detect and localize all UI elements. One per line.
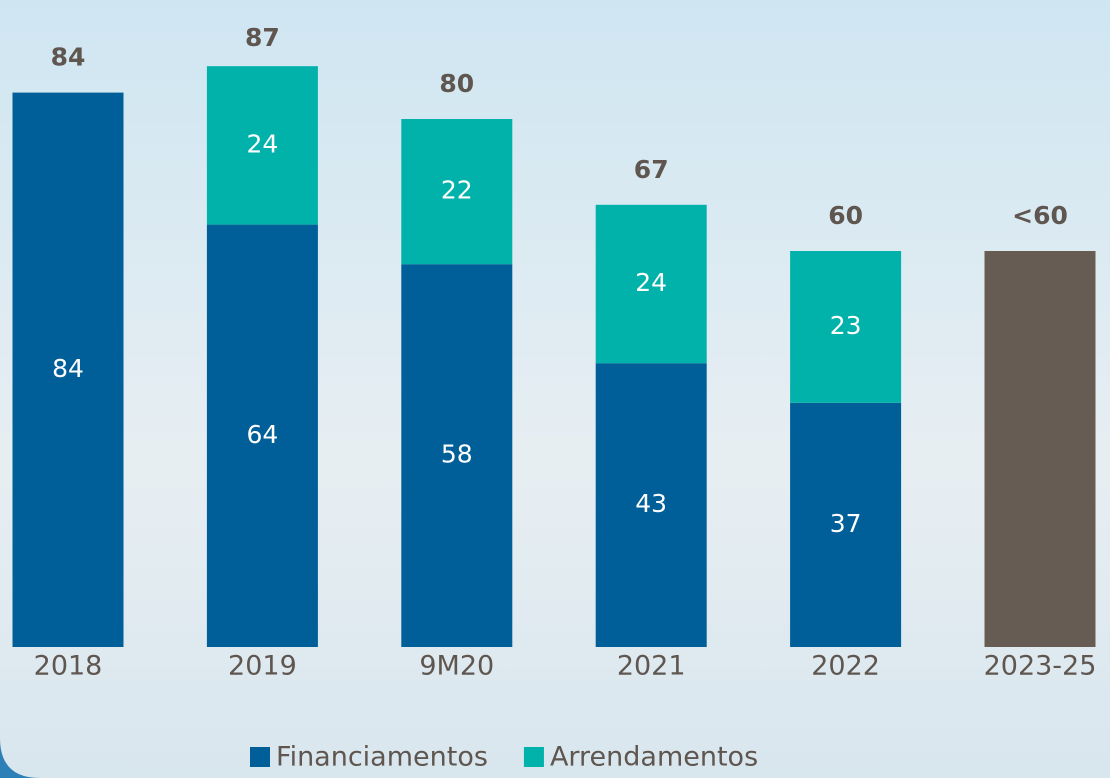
bar-segment <box>12 92 124 648</box>
x-tick-label: 2022 <box>811 651 880 682</box>
total-label: <60 <box>1012 201 1068 230</box>
segment-label: 58 <box>441 440 473 469</box>
bar-segment <box>206 224 318 647</box>
x-tick-label: 2023-25 <box>984 651 1097 682</box>
legend-swatch <box>523 747 544 767</box>
x-tick-label: 2021 <box>617 651 686 682</box>
x-tick-label: 9M20 <box>419 651 494 682</box>
segment-label: 23 <box>830 311 862 340</box>
bar-segment <box>790 251 902 403</box>
total-label: 80 <box>439 69 474 98</box>
bar-segment <box>595 363 707 647</box>
bar-segment <box>595 204 707 364</box>
segment-label: 24 <box>635 268 667 297</box>
segment-label: 84 <box>52 354 84 383</box>
bar-segment <box>206 66 318 225</box>
segment-label: 24 <box>246 129 278 158</box>
total-label: 60 <box>828 201 863 230</box>
bar-segment <box>790 402 902 647</box>
projection-bar <box>984 251 1096 647</box>
total-label: 87 <box>245 23 280 52</box>
segment-label: 64 <box>246 420 278 449</box>
segment-label: 22 <box>441 176 473 205</box>
x-tick-label: 2019 <box>228 651 297 682</box>
segment-label: 43 <box>635 489 667 518</box>
bar-segment <box>401 264 513 647</box>
legend-swatch <box>250 747 270 767</box>
legend-label: Financiamentos <box>276 742 488 773</box>
x-tick-label: 2018 <box>34 651 103 682</box>
segment-label: 37 <box>830 509 862 538</box>
bar-segment <box>401 119 513 265</box>
total-label: 67 <box>634 155 669 184</box>
total-label: 84 <box>51 43 86 72</box>
legend-label: Arrendamentos <box>550 742 758 773</box>
